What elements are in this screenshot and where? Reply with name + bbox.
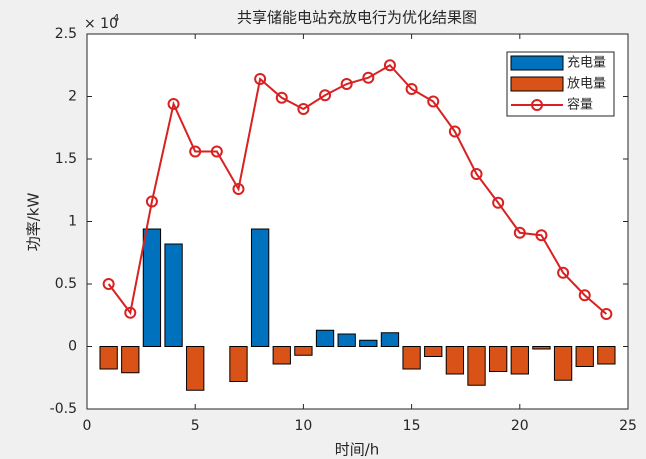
marker <box>557 266 570 279</box>
y-tick-label: 0 <box>68 339 77 355</box>
marker <box>383 59 396 72</box>
marker <box>124 306 137 319</box>
bar <box>489 346 508 372</box>
marker <box>578 289 591 302</box>
marker <box>297 103 310 115</box>
bar <box>229 346 248 382</box>
y-multiplier: × 10 <box>84 16 118 32</box>
marker <box>405 83 418 95</box>
legend-swatch <box>510 76 564 92</box>
x-tick-label: 15 <box>403 418 421 434</box>
bar <box>424 346 443 357</box>
marker <box>427 95 440 108</box>
bar <box>315 329 335 347</box>
x-tick-label: 20 <box>511 418 529 434</box>
bar <box>380 332 400 347</box>
marker <box>275 91 288 104</box>
axes-box <box>86 33 629 410</box>
legend-swatch <box>531 99 543 111</box>
bar <box>142 228 162 347</box>
bar <box>510 346 529 375</box>
marker <box>340 78 353 90</box>
y-tick-label: 2.5 <box>55 26 77 42</box>
y-tick-label: 2 <box>68 89 77 105</box>
bar <box>164 243 183 347</box>
x-label: 时间/h <box>335 441 380 459</box>
marker <box>319 89 332 102</box>
line <box>107 63 608 316</box>
y-multiplier-exp: 4 <box>113 13 119 24</box>
bar <box>272 346 291 365</box>
x-tick-label: 10 <box>294 418 312 434</box>
marker <box>470 168 483 180</box>
marker <box>448 125 461 138</box>
marker <box>232 183 245 195</box>
marker <box>513 226 526 239</box>
bar <box>359 339 378 347</box>
bar <box>99 346 118 370</box>
bar <box>553 346 573 381</box>
y-tick-label: 1 <box>68 214 77 230</box>
chart-title: 共享储能电站充放电行为优化结果图 <box>237 9 477 27</box>
marker <box>535 229 548 242</box>
bar <box>250 228 270 347</box>
y-label: 功率/kW <box>25 193 43 252</box>
y-tick-label: -0.5 <box>50 401 77 417</box>
marker <box>600 308 613 320</box>
y-tick-label: 0.5 <box>55 276 77 292</box>
y-tick-label: 1.5 <box>55 151 77 167</box>
bar <box>337 333 356 347</box>
bar <box>575 346 594 367</box>
marker <box>254 73 267 85</box>
legend-label: 放电量 <box>567 77 606 92</box>
marker <box>145 195 158 208</box>
bar <box>186 346 205 391</box>
bar <box>294 346 313 356</box>
bar <box>445 346 465 375</box>
x-tick-label: 5 <box>191 418 200 434</box>
legend-label: 充电量 <box>567 55 606 71</box>
bar <box>597 346 616 365</box>
marker <box>189 145 202 158</box>
legend-label: 容量 <box>567 97 593 113</box>
legend-swatch <box>510 55 564 71</box>
x-tick-label: 25 <box>619 418 637 434</box>
marker <box>492 196 505 209</box>
bar <box>402 346 421 370</box>
bar <box>121 346 140 374</box>
marker <box>167 98 180 110</box>
bar <box>532 346 551 350</box>
marker <box>102 278 115 290</box>
x-tick-label: 0 <box>83 418 92 434</box>
marker <box>210 145 223 158</box>
marker <box>362 71 375 84</box>
bar <box>467 346 486 386</box>
